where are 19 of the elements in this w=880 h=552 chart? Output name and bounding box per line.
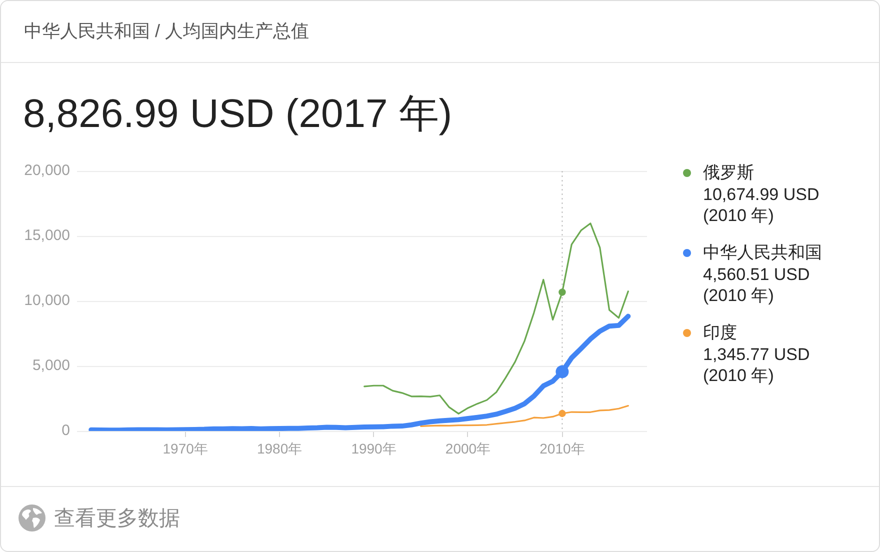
x-tick-label: 1980年 — [256, 440, 302, 456]
text: 1,345.77 USD (2010 年) — [703, 344, 811, 386]
text: 查看更多数据 — [54, 506, 180, 532]
x-tick-label: 2000年 — [445, 440, 491, 456]
x-tick-label: 1990年 — [351, 440, 396, 456]
y-tick-label: 10,000 — [24, 292, 70, 310]
x-tick-label: 1970年 — [162, 440, 208, 456]
chart-subtitle: 8,826.99 USD (2017 年) — [23, 91, 452, 138]
legend-label: 印度 — [703, 322, 737, 344]
y-tick-label: 5,000 — [32, 357, 70, 374]
y-tick-label: 0 — [62, 422, 70, 440]
x-tick-label: 2010年 — [540, 440, 585, 456]
text: 4,560.51 USD (2010 年) — [703, 264, 811, 306]
text: 10,674.99 USD (2010 年) — [703, 184, 820, 226]
chart-title: 中华人民共和国 / 人均国内生产总值 — [24, 20, 310, 43]
legend-label: 俄罗斯 — [703, 162, 754, 184]
y-tick-label: 15,000 — [24, 227, 70, 244]
y-tick-label: 20,000 — [24, 162, 70, 180]
legend-label: 中华人民共和国 — [703, 242, 822, 264]
